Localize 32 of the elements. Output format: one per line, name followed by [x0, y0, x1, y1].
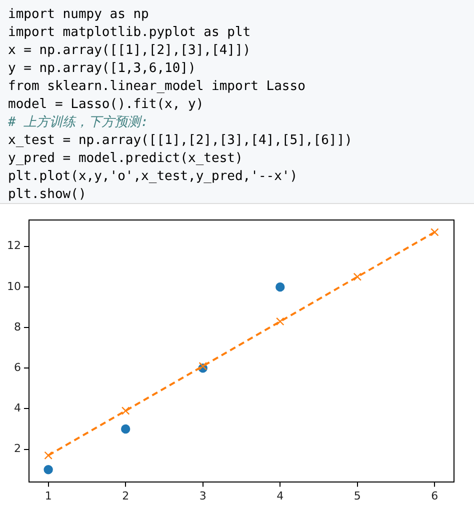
x-tick-label: 2: [122, 489, 130, 502]
text: x_test = np.array([[1],[2],[3],[4],[5],[6]]): [8, 133, 352, 148]
text: plt.plot(x,y,'o',x_test,y_pred,'--x'): [8, 169, 298, 184]
y-tick-label: 10: [6, 280, 21, 293]
text: # 上方训练，下方预测:: [8, 115, 148, 130]
text: y_pred = model.predict(x_test): [8, 151, 243, 166]
text: model = Lasso().fit(x, y): [8, 97, 204, 112]
point: [121, 406, 130, 415]
text: x = np.array([[1],[2],[3],[4]]): [8, 43, 251, 58]
text: plt.show(): [8, 187, 86, 202]
point: [276, 317, 284, 326]
y-tick-label: 6: [14, 361, 21, 374]
point: [276, 282, 285, 292]
x-tick-label: 6: [431, 489, 438, 502]
point: [353, 272, 362, 281]
y-tick-label: 2: [14, 442, 21, 456]
text: from sklearn.linear_model import Lasso: [8, 79, 306, 94]
x-tick-label: 3: [199, 489, 206, 502]
x-tick-label: 5: [354, 489, 361, 502]
point: [198, 362, 207, 370]
y-tick-label: 8: [14, 320, 21, 334]
point: [44, 465, 53, 474]
point: [44, 451, 52, 460]
text: import matplotlib.pyplot as plt: [8, 25, 251, 40]
point: [120, 424, 130, 434]
x-tick-label: 4: [276, 489, 284, 502]
y-tick-label: 12: [6, 239, 21, 252]
y-tick-label: 4: [14, 402, 21, 415]
text: import numpy as np: [8, 7, 149, 22]
point: [430, 228, 439, 236]
x-tick-label: 1: [44, 489, 52, 502]
text: y = np.array([1,3,6,10]): [8, 61, 196, 76]
